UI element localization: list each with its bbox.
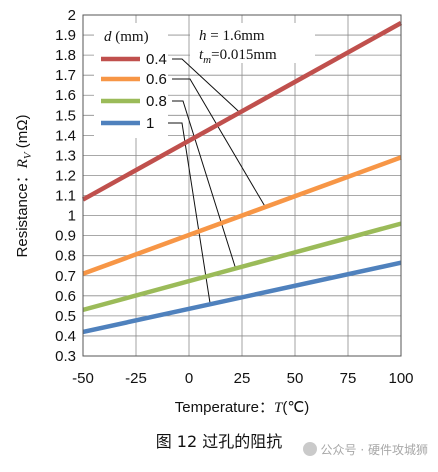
x-axis-title: Temperature：T(℃) <box>175 399 309 416</box>
y-tick-label: 0.3 <box>55 348 76 365</box>
y-tick-label: 0.8 <box>55 248 76 265</box>
watermark-text: 公众号 · 硬件攻城狮 <box>320 443 428 457</box>
legend-label: 1 <box>146 115 154 132</box>
y-tick-label: 0.9 <box>55 228 76 245</box>
x-tick-label: 0 <box>185 370 193 387</box>
x-tick-label: -50 <box>72 370 94 387</box>
callout-line <box>172 58 241 113</box>
x-tick-label: 25 <box>234 370 251 387</box>
annotation-h-value: = 1.6mm <box>207 28 265 44</box>
legend-title-var: d <box>104 29 112 45</box>
legend-title-unit: (mm) <box>115 29 148 45</box>
y-axis-title: Resistance：RV (mΩ) <box>14 115 34 258</box>
annotation-box <box>190 23 315 63</box>
chart-area: 0.3 0.4 0.5 0.6 0.7 0.8 0.9 1 1.1 1.2 1.3 1.4 1.5 1.6… <box>14 7 414 416</box>
x-tick-label: -25 <box>125 370 147 387</box>
y-tick-label: 1.1 <box>55 188 76 205</box>
y-tick-label: 2 <box>68 7 76 24</box>
y-tick-label: 1.7 <box>55 67 76 84</box>
y-tick-label: 1 <box>68 208 76 225</box>
legend: d (mm) 0.4 0.6 0.8 1 <box>94 23 168 138</box>
callout-line <box>172 78 266 208</box>
y-tick-label: 1.9 <box>55 27 76 44</box>
y-tick-label: 0.4 <box>55 328 76 345</box>
y-tick-label: 0.5 <box>55 308 76 325</box>
legend-label: 0.4 <box>146 51 167 68</box>
callout-line <box>172 100 237 269</box>
annotation-h: h = 1.6mm <box>199 28 265 44</box>
legend-label: 0.6 <box>146 71 167 88</box>
series-lines <box>81 21 403 335</box>
annotation-t: tm=0.015mm <box>199 47 277 66</box>
legend-label: 0.8 <box>146 93 167 110</box>
x-tick-label: 50 <box>287 370 304 387</box>
y-tick-label: 0.7 <box>55 268 76 285</box>
annotation: h = 1.6mm tm=0.015mm <box>190 23 315 66</box>
legend-title: d (mm) <box>104 29 149 45</box>
wechat-icon <box>302 442 317 456</box>
x-tick-label: 100 <box>388 370 413 387</box>
y-tick-label: 1.5 <box>55 107 76 124</box>
figure-caption: 图 12 过孔的阻抗 <box>155 432 283 451</box>
y-tick-labels: 0.3 0.4 0.5 0.6 0.7 0.8 0.9 1 1.1 1.2 1.3 1.4 1.5 1.6… <box>55 7 76 365</box>
y-tick-label: 1.2 <box>55 167 76 184</box>
watermark: 公众号 · 硬件攻城狮 <box>302 441 428 458</box>
series-line-0-6 <box>82 155 402 276</box>
x-tick-labels: -50 -25 0 25 50 75 100 <box>72 370 413 387</box>
y-tick-label: 1.8 <box>55 47 76 64</box>
series-line-0-8 <box>82 221 402 313</box>
y-tick-label: 1.6 <box>55 87 76 104</box>
x-tick-label: 75 <box>340 370 357 387</box>
plot-border <box>82 14 402 357</box>
y-tick-label: 1.4 <box>55 127 76 144</box>
y-tick-label: 0.6 <box>55 288 76 305</box>
y-tick-label: 1.3 <box>55 147 76 164</box>
series-line-0-4 <box>81 21 403 202</box>
series-line-1 <box>82 260 402 335</box>
